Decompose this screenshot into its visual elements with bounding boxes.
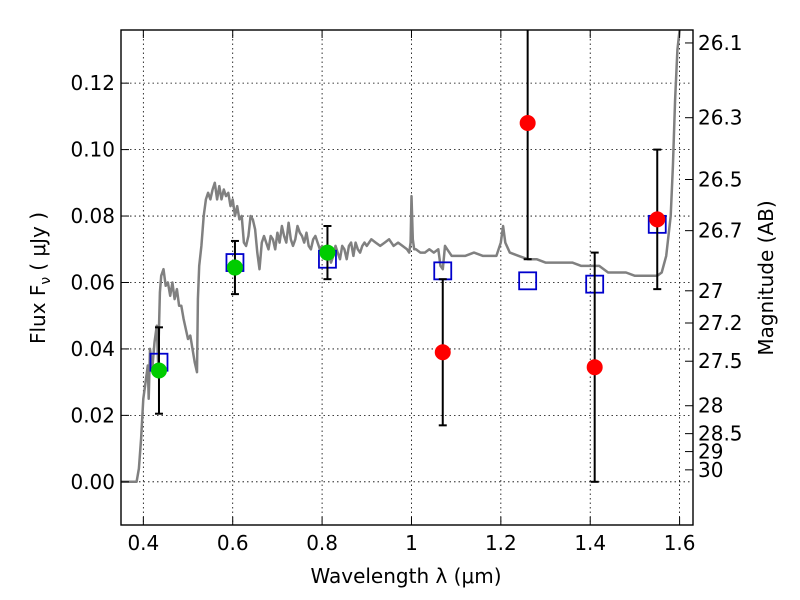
x-tick-label: 1.6	[664, 531, 696, 555]
mag-tick-label: 26.5	[698, 167, 743, 191]
x-tick-label: 0.8	[306, 531, 338, 555]
y-tick-label: 0.08	[70, 204, 115, 228]
detection-point	[150, 362, 167, 379]
y-axis-label-subscript: ν	[38, 277, 54, 285]
model-flux-square	[518, 271, 538, 291]
nondetection-point	[519, 115, 536, 132]
y-axis-label: Flux Fν ( μJy )	[26, 212, 54, 344]
y-tick-label: 0.00	[70, 470, 115, 494]
nondetection-point	[586, 359, 603, 376]
detection-point	[319, 244, 336, 261]
x-tick-label: 0.6	[217, 531, 249, 555]
x-tick-label: 1.4	[574, 531, 606, 555]
mag-tick-label: 27.5	[698, 349, 743, 373]
nondetection-point	[434, 344, 451, 361]
plot-frame	[120, 29, 694, 526]
x-tick-label: 1	[405, 531, 418, 555]
y2-axis-label: Magnitude (AB)	[754, 200, 778, 355]
mag-tick-label: 28	[698, 394, 723, 418]
x-tick-label: 0.4	[127, 531, 159, 555]
detection-point	[226, 259, 243, 276]
y-axis-label-main: Flux F	[26, 285, 50, 344]
nondetection-point	[649, 211, 666, 228]
series-layer	[121, 30, 681, 484]
mag-tick-label: 30	[698, 458, 723, 482]
y-tick-label: 0.12	[70, 71, 115, 95]
mag-tick-label: 26.1	[698, 31, 743, 55]
y-tick-label: 0.10	[70, 138, 115, 162]
y-tick-label: 0.04	[70, 337, 115, 361]
mag-tick-label: 29	[698, 440, 723, 464]
x-tick-label: 1.2	[485, 531, 517, 555]
grid	[121, 30, 693, 525]
mag-tick-label: 27.2	[698, 311, 743, 335]
y-tick-label: 0.06	[70, 270, 115, 294]
mag-tick-label: 28.5	[698, 422, 743, 446]
x-axis-label: Wavelength λ (μm)	[310, 564, 501, 588]
mag-tick-label: 26.3	[698, 106, 743, 130]
y-axis-label-unit: ( μJy )	[26, 212, 50, 271]
mag-tick-label: 27	[698, 279, 723, 303]
mag-tick-label: 26.7	[698, 219, 743, 243]
ticks: 0.4 0.6 0.8 1 1.2 1.4 1.6 0.00 0.02 0.04 0.06 0.08 0…	[70, 30, 743, 555]
y-tick-label: 0.02	[70, 403, 115, 427]
model-spectrum-line	[121, 30, 681, 484]
